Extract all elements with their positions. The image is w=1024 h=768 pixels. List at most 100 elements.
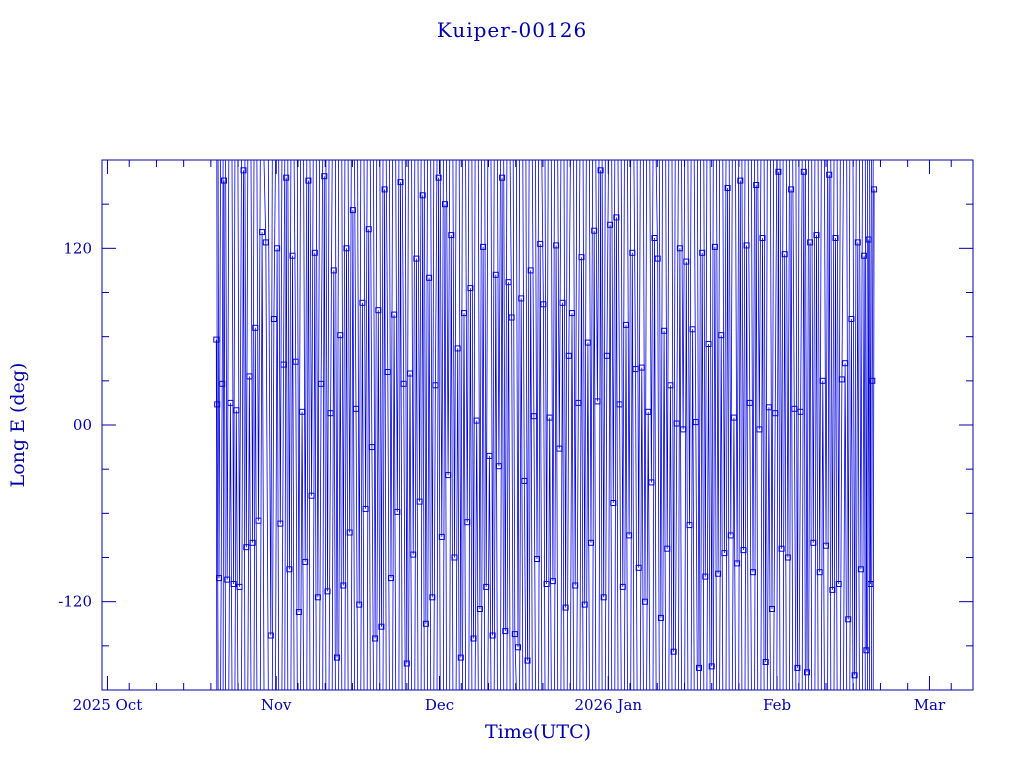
data-point — [295, 609, 302, 615]
x-axis-label: Time(UTC) — [485, 721, 591, 743]
series-layer — [213, 160, 878, 690]
x-tick-label: 2026 Jan — [574, 696, 642, 714]
data-point — [784, 554, 791, 561]
data-point — [334, 654, 340, 661]
data-point — [616, 401, 623, 408]
data-point — [489, 632, 496, 639]
data-point — [613, 214, 620, 221]
data-point — [233, 407, 240, 414]
data-point — [299, 408, 306, 415]
data-point — [772, 410, 779, 417]
data-point — [549, 578, 556, 585]
data-point — [384, 369, 391, 375]
data-point — [871, 186, 878, 193]
data-point — [819, 377, 826, 384]
data-point — [467, 285, 474, 292]
data-point — [781, 251, 788, 258]
data-point — [607, 221, 614, 228]
data-point — [788, 186, 795, 193]
data-point — [753, 182, 760, 188]
data-point — [359, 299, 366, 306]
data-point — [505, 279, 512, 286]
data-point — [797, 408, 804, 415]
data-point — [632, 366, 639, 373]
data-point — [422, 620, 429, 627]
data-point — [581, 601, 588, 608]
data-point — [368, 444, 375, 451]
data-point — [759, 235, 766, 241]
data-point — [492, 271, 499, 278]
data-point — [692, 419, 699, 426]
data-point — [457, 654, 464, 661]
data-point — [869, 377, 876, 384]
data-point — [740, 547, 747, 554]
data-point — [854, 239, 861, 246]
data-point — [311, 249, 318, 256]
y-tick-label: 00 — [73, 416, 92, 434]
data-point — [546, 414, 553, 421]
data-point — [676, 245, 683, 252]
data-point — [283, 174, 290, 181]
data-point — [791, 405, 798, 412]
data-point — [274, 245, 281, 252]
data-point — [219, 380, 226, 387]
data-point — [578, 254, 585, 261]
data-point — [394, 508, 401, 515]
data-point — [435, 174, 442, 181]
data-point — [600, 594, 607, 601]
data-point — [416, 498, 423, 505]
data-point — [308, 492, 315, 499]
axis-tick-labels: -120 00 120 2025 Oct Nov Dec 2026 Jan Feb Mar — [58, 239, 946, 714]
data-point — [562, 604, 569, 611]
y-tick-label: -120 — [58, 593, 92, 611]
data-point — [391, 311, 398, 318]
data-point — [321, 173, 328, 180]
data-point — [530, 413, 537, 420]
data-point — [670, 648, 677, 655]
data-point — [286, 566, 293, 573]
data-point — [863, 647, 870, 654]
data-point — [746, 399, 753, 406]
data-point — [737, 177, 744, 184]
data-point — [556, 445, 563, 452]
y-tick-label: 120 — [63, 239, 92, 257]
data-point — [794, 664, 801, 671]
data-point — [838, 376, 845, 383]
data-point — [426, 274, 433, 281]
data-point — [318, 380, 325, 387]
data-point — [270, 316, 277, 322]
data-point — [865, 236, 872, 243]
data-point — [480, 243, 487, 250]
data-point — [705, 341, 712, 347]
data-point — [448, 232, 455, 239]
data-point — [464, 519, 471, 526]
data-point — [249, 539, 256, 546]
data-point — [438, 533, 445, 540]
data-point — [686, 522, 693, 529]
data-point — [642, 598, 648, 605]
data-point — [277, 520, 284, 527]
data-point — [635, 564, 642, 571]
data-point — [769, 606, 775, 612]
data-point — [565, 352, 572, 359]
data-point — [756, 426, 763, 433]
data-point — [845, 616, 852, 623]
data-point — [262, 239, 269, 246]
data-point — [521, 477, 528, 484]
data-point — [718, 332, 725, 339]
data-point — [734, 560, 741, 567]
data-point — [230, 581, 237, 587]
data-point — [832, 235, 839, 241]
plot-frame — [101, 159, 974, 691]
data-point — [349, 207, 356, 214]
data-point — [623, 321, 629, 328]
data-point — [553, 242, 560, 249]
data-point — [823, 542, 829, 549]
data-point — [499, 174, 506, 181]
data-point — [346, 529, 353, 536]
data-point — [524, 657, 531, 664]
data-point — [807, 239, 814, 246]
data-point — [243, 544, 250, 551]
data-point — [356, 601, 363, 608]
